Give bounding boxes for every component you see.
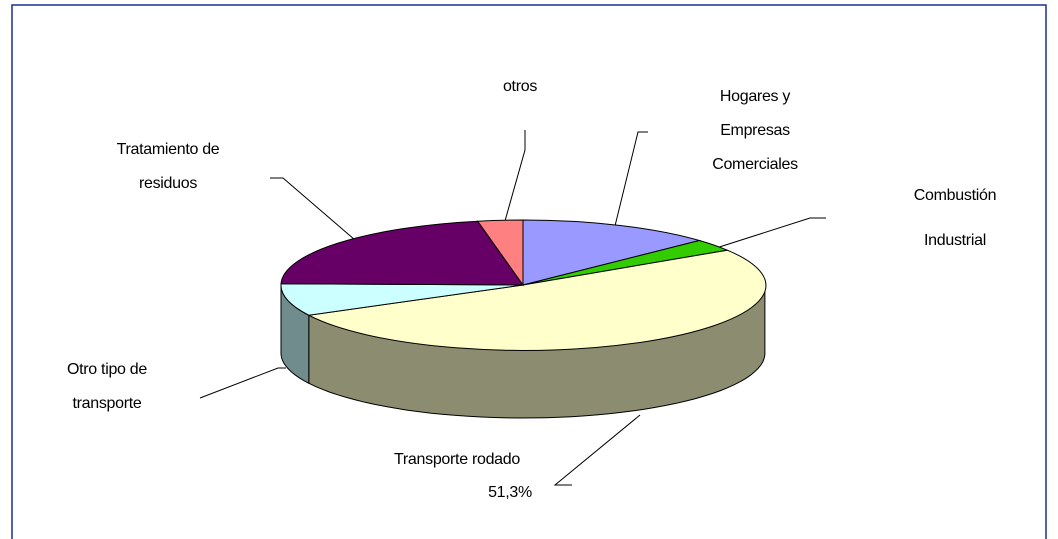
slice-label: Combustión Industrial	[913, 187, 997, 249]
slice	[280, 220, 524, 286]
slice	[522, 219, 702, 286]
slice	[476, 219, 524, 287]
leader-line	[553, 414, 641, 486]
frame	[11, 4, 1047, 539]
leader-line	[502, 130, 526, 229]
leader-lines	[199, 130, 826, 486]
leader-line	[613, 131, 648, 231]
leader-line	[709, 217, 826, 251]
slice-label: otros	[502, 78, 538, 95]
leader-line	[199, 367, 286, 399]
slice	[280, 283, 524, 316]
slice-label: Otro tipo de transporte	[66, 361, 148, 412]
slice	[307, 249, 767, 351]
leader-line	[270, 177, 356, 241]
pie	[280, 219, 767, 419]
slice-label: Tratamiento de residuos	[116, 141, 220, 192]
slice-label: 51,3%	[488, 484, 532, 501]
slice-label: Hogares y Empresas Comerciales	[712, 88, 798, 173]
slice-label: Transporte rodado	[394, 451, 520, 468]
